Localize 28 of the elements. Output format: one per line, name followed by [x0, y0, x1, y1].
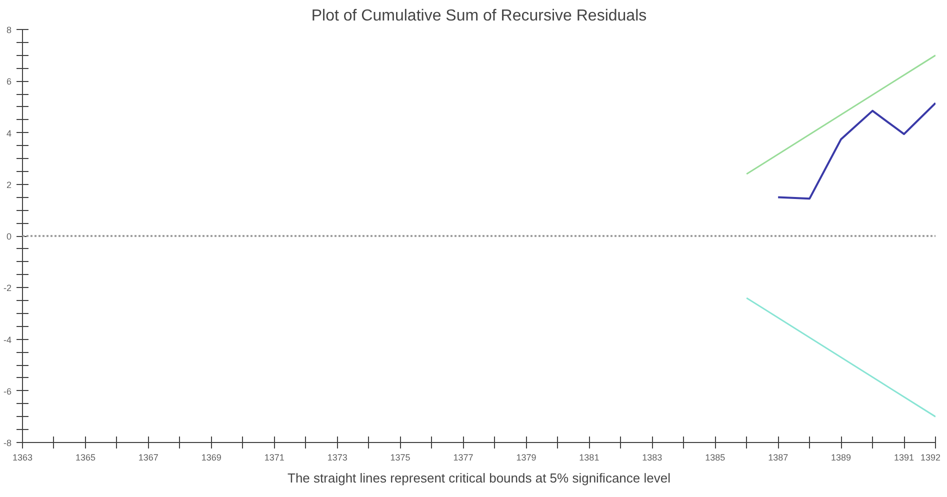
- x-tick-label: 1377: [453, 452, 474, 462]
- y-tick-label: -2: [4, 283, 12, 294]
- x-tick-label: 1371: [264, 452, 284, 462]
- y-tick-label: -6: [4, 386, 12, 396]
- x-tick-label: 1369: [201, 452, 222, 462]
- x-tick-label: 1365: [75, 452, 96, 462]
- x-tick-label: 1373: [327, 452, 348, 462]
- chart-title: Plot of Cumulative Sum of Recursive Residuals: [311, 8, 647, 24]
- x-tick-label: 1379: [516, 452, 536, 462]
- y-tick-label: 4: [6, 128, 12, 138]
- y-tick-label: 2: [6, 180, 12, 190]
- x-tick-label: 1391: [894, 452, 914, 462]
- x-tick-label: 1385: [705, 452, 726, 462]
- line-series: [777, 102, 936, 200]
- y-tick-label: 6: [6, 76, 12, 87]
- y-tick-label: 8: [6, 25, 12, 35]
- x-tick-label: 1363: [12, 452, 33, 462]
- x-tick-label: 1375: [390, 452, 410, 462]
- text: The straight lines represent critical bounds at 5% significance level: [288, 470, 671, 486]
- x-tick-label: 1387: [768, 452, 788, 462]
- x-tick-label: 1392: [920, 452, 941, 462]
- y-tick-label: 0: [6, 232, 12, 242]
- x-tick-label: 1381: [579, 452, 600, 462]
- x-tick-label: 1383: [642, 452, 662, 462]
- x-tick-label: 1389: [831, 452, 852, 462]
- y-tick-label: -4: [4, 334, 12, 345]
- x-tick-label: 1367: [138, 452, 158, 462]
- y-tick-label: -8: [4, 438, 12, 448]
